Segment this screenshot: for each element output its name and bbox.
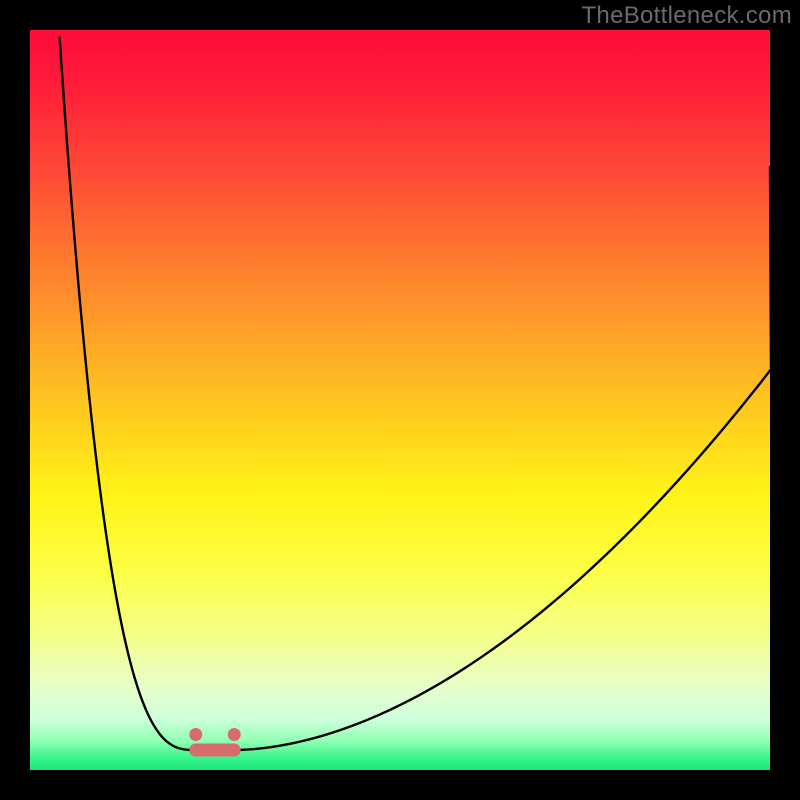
flat-dot-0 (189, 728, 202, 741)
plot-svg (30, 30, 770, 770)
chart-container: TheBottleneck.com (0, 0, 800, 800)
plot-area (30, 30, 770, 770)
flat-dot-2 (222, 744, 235, 757)
flat-dot-1 (195, 744, 208, 757)
flat-dot-3 (228, 728, 241, 741)
watermark-text: TheBottleneck.com (581, 2, 792, 30)
